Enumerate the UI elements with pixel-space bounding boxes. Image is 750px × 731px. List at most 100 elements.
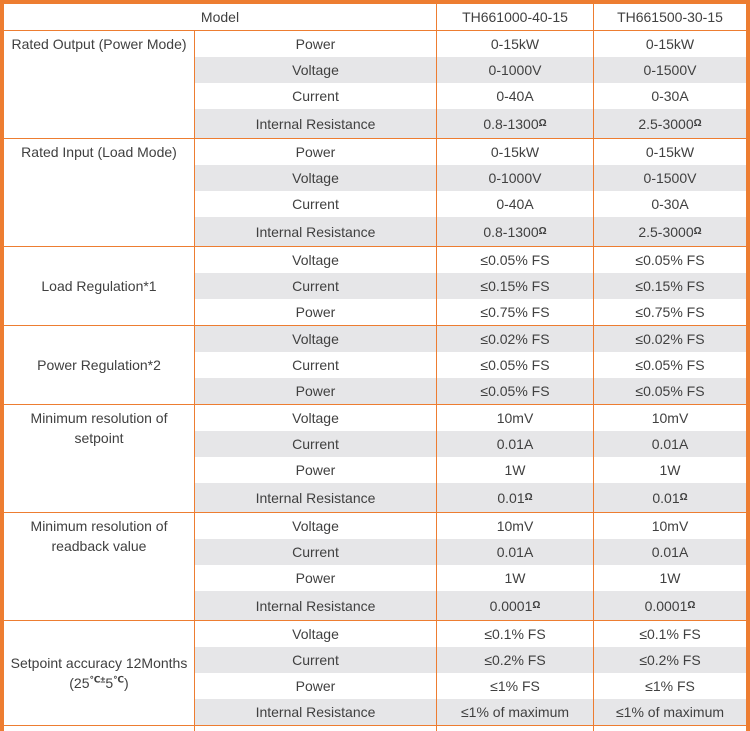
param-cell: Voltage <box>195 326 437 352</box>
value-cell: ≤0.75% FS <box>437 299 594 325</box>
spec-section: Rated Output (Power Mode) Power 0-15kW 0-15… <box>4 31 746 139</box>
value-cell-text: ≤0.05% FS <box>635 357 705 373</box>
value-cell: 0-30A <box>594 191 746 217</box>
param-cell-text: Voltage <box>292 252 339 268</box>
value-cell: ≤1% FS <box>437 673 594 699</box>
param-cell: Internal Resistance <box>195 699 437 725</box>
param-cell: Power <box>195 378 437 404</box>
value-cell: ≤0.02% FS <box>594 326 746 352</box>
param-cell-text: Power <box>295 570 336 586</box>
header-model-col-2: TH661500-30-15 <box>594 4 746 30</box>
value-cell-text: ≤0.02% FS <box>635 331 705 347</box>
param-cell: Current <box>195 191 437 217</box>
spec-section: Setpoint accuracy 12Months (25℃±5℃) Voltag… <box>4 621 746 726</box>
param-cell: Voltage <box>195 247 437 273</box>
param-cell: Current <box>195 83 437 109</box>
param-cell-text: Current <box>292 278 339 294</box>
value-cell-text: ≤1% FS <box>490 678 540 694</box>
value-cell: 0.01A <box>437 539 594 565</box>
value-cell: 0-1500V <box>594 57 746 83</box>
header-model-cell: Model <box>4 4 437 30</box>
value-cell-text: 0-15kW <box>490 36 540 52</box>
param-cell: Internal Resistance <box>195 217 437 246</box>
value-cell-text: 0-15kW <box>645 144 695 160</box>
value-cell-text: 0.0001 <box>644 597 688 614</box>
param-cell: Power <box>195 299 437 325</box>
section-label-text: Load Regulation*1 <box>41 278 157 294</box>
value-cell-text: 0.01 <box>652 489 680 506</box>
param-cell: Voltage <box>195 405 437 431</box>
value-cell: 10mV <box>437 513 594 539</box>
value-cell-text: 0-1500V <box>643 170 697 186</box>
param-cell-text: Internal Resistance <box>255 489 376 506</box>
value-cell-text: ≤0.2% FS <box>484 652 546 668</box>
value-cell-text: 10mV <box>496 410 534 426</box>
spec-section: Minimum resolution of readback value Volt… <box>4 513 746 621</box>
param-cell-text: Voltage <box>292 626 339 642</box>
param-cell-text: Voltage <box>292 518 339 534</box>
param-cell: Voltage <box>195 513 437 539</box>
param-cell: Current <box>195 352 437 378</box>
section-label-text: Minimum resolution of readback value <box>30 518 168 554</box>
param-cell-text: Voltage <box>292 410 339 426</box>
param-cell-text: Internal Resistance <box>255 115 376 132</box>
section-label-text: Minimum resolution of setpoint <box>30 410 168 446</box>
value-cell: 0.01A <box>594 539 746 565</box>
value-cell: 0-15kW <box>594 31 746 57</box>
param-cell-text: Power <box>295 36 336 52</box>
param-cell: Power <box>195 457 437 483</box>
value-cell: ≤0.05% FS <box>594 247 746 273</box>
value-cell-text: ≤0.05% FS <box>635 252 705 268</box>
param-cell: Current <box>195 647 437 673</box>
value-cell-text: ≤0.15% FS <box>480 278 550 294</box>
value-cell: 1W <box>437 565 594 591</box>
param-cell-text: Current <box>292 436 339 452</box>
value-cell: 0-1000V <box>437 165 594 191</box>
param-cell: Voltage <box>195 621 437 647</box>
section-label: Setpoint accuracy 12Months (25℃±5℃) <box>4 621 195 725</box>
value-cell: ≤0.05% FS <box>594 352 746 378</box>
value-cell-text: ≤0.02% FS <box>480 331 550 347</box>
param-cell-text: Current <box>292 544 339 560</box>
value-cell: 0-15kW <box>437 31 594 57</box>
value-cell: 10mV <box>594 405 746 431</box>
value-cell-text: ≤0.05% FS <box>480 383 550 399</box>
value-cell-text: ≤0.05% FS <box>480 252 550 268</box>
param-cell-text: Internal Resistance <box>255 704 376 720</box>
param-cell-text: Current <box>292 196 339 212</box>
param-cell-text: Current <box>292 357 339 373</box>
value-cell-text: 0.01A <box>496 436 534 452</box>
value-cell-text: 0-1000V <box>488 170 542 186</box>
value-cell: 0.01 Ω <box>437 483 594 512</box>
value-cell-text: ≤0.2% FS <box>639 652 701 668</box>
value-cell-text: 0-1500V <box>643 62 697 78</box>
value-cell-text: 0.8-1300 <box>483 115 539 132</box>
value-cell-text: 0.01A <box>496 544 534 560</box>
section-label-text: Rated Input (Load Mode) <box>21 144 177 160</box>
param-cell: Voltage <box>195 165 437 191</box>
value-cell-text: 0.0001 <box>489 597 533 614</box>
value-cell: 10mV <box>437 405 594 431</box>
spec-section: Load Regulation*1 Voltage ≤0.05% FS ≤0.05% … <box>4 247 746 326</box>
value-cell: 2.5-3000 Ω <box>594 109 746 138</box>
param-cell-text: Voltage <box>292 331 339 347</box>
param-cell: Current <box>195 273 437 299</box>
value-cell: ≤0.75% FS <box>594 299 746 325</box>
section-label-text: Rated Output (Power Mode) <box>11 36 187 52</box>
value-cell-text: 0-15kW <box>490 144 540 160</box>
section-label-text: Setpoint accuracy 12Months <box>10 655 188 671</box>
param-cell: Voltage <box>195 57 437 83</box>
value-cell: 0.0001 Ω <box>437 591 594 620</box>
value-cell-text: 1W <box>504 462 526 478</box>
param-cell: Internal Resistance <box>195 591 437 620</box>
value-cell: 2.5-3000 Ω <box>594 217 746 246</box>
value-cell-text: 10mV <box>651 518 689 534</box>
value-cell: ≤0.15% FS <box>437 273 594 299</box>
value-cell: 0.8-1300 Ω <box>437 217 594 246</box>
partial-value-cell <box>437 726 594 731</box>
value-cell: ≤1% FS <box>594 673 746 699</box>
value-cell-text: 0.01A <box>651 544 689 560</box>
partial-cutoff-row <box>4 726 746 731</box>
value-cell: 0-1500V <box>594 165 746 191</box>
value-cell-text: 2.5-3000 <box>638 223 694 240</box>
